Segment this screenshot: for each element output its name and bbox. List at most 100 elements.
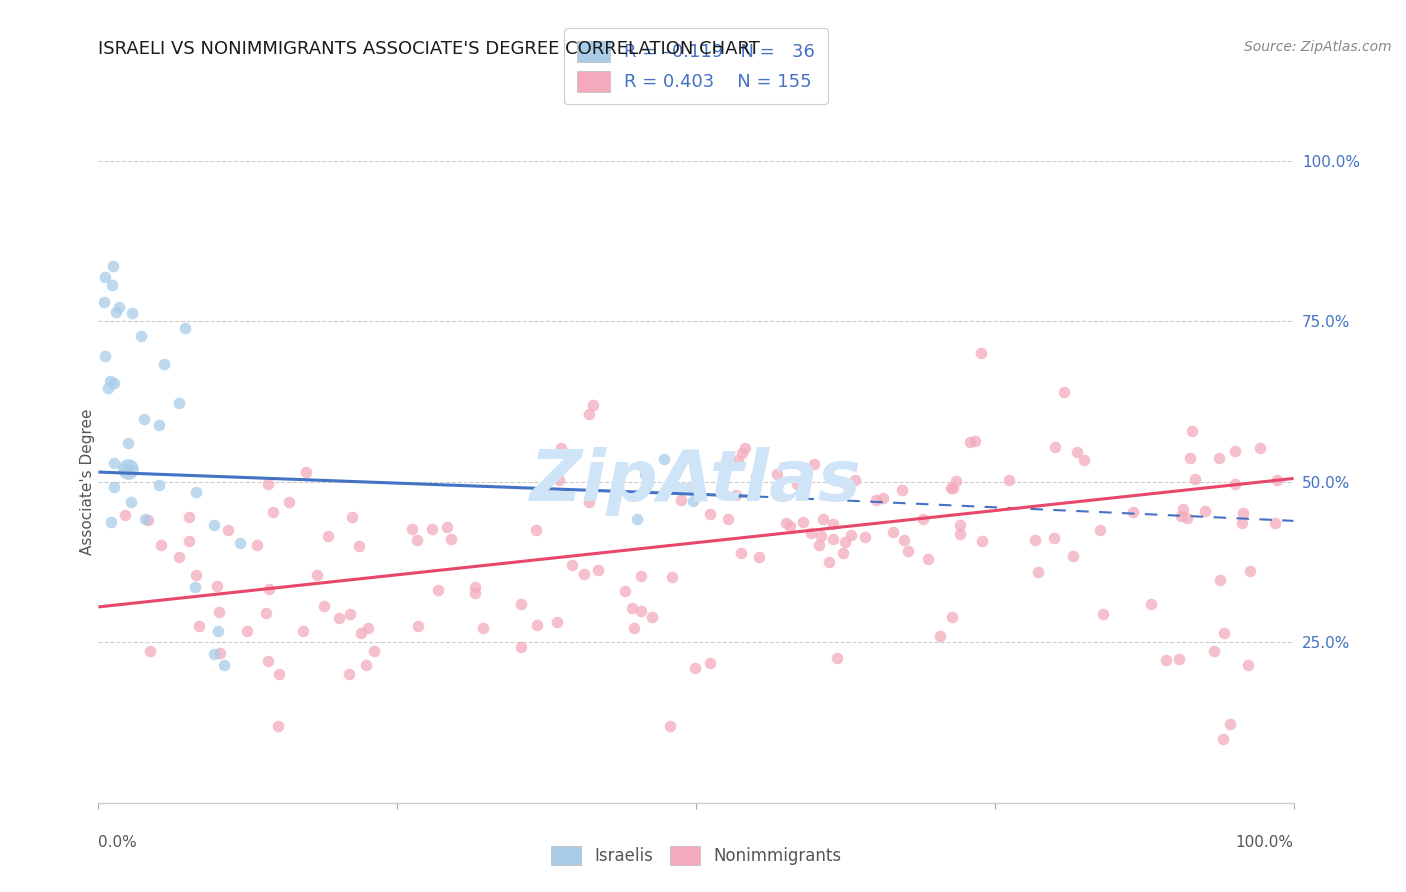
Point [1122,505,1144,519]
Point [291,624,314,638]
Point [1265,473,1288,487]
Point [821,516,844,531]
Point [1237,657,1260,672]
Point [103,376,125,391]
Point [744,469,766,483]
Point [294,465,316,479]
Point [464,580,486,594]
Point [1239,564,1261,578]
Point [813,512,835,526]
Point [167,550,190,565]
Point [683,661,706,675]
Point [208,605,231,619]
Text: 100.0%: 100.0% [1236,835,1294,850]
Point [630,569,652,583]
Point [731,446,754,460]
Point [440,532,463,546]
Point [1208,450,1230,465]
Point [464,586,486,600]
Point [613,584,636,599]
Point [775,516,797,531]
Point [103,259,125,273]
Point [941,610,963,624]
Point [917,552,939,566]
Point [546,615,568,629]
Point [800,525,823,540]
Point [1045,440,1067,454]
Point [792,516,814,530]
Point [105,305,128,319]
Point [970,346,993,360]
Point [661,570,683,584]
Point [1204,644,1226,658]
Point [572,567,595,582]
Point [634,467,657,481]
Point [730,546,752,560]
Point [1223,444,1246,458]
Point [420,522,443,536]
Point [526,617,548,632]
Point [202,647,225,661]
Point [945,474,967,488]
Point [1026,565,1049,579]
Point [357,621,380,635]
Point [963,434,986,448]
Point [132,412,155,426]
Point [727,452,749,467]
Point [406,533,429,547]
Point [97,381,120,395]
Point [406,619,429,633]
Point [1209,573,1232,587]
Point [578,495,600,509]
Point [169,396,191,410]
Point [401,523,423,537]
Point [188,619,211,633]
Point [682,493,704,508]
Point [972,533,994,548]
Point [724,488,747,502]
Point [640,609,662,624]
Point [827,650,849,665]
Point [98,374,121,388]
Point [853,530,876,544]
Point [471,621,494,635]
Point [129,329,152,343]
Point [179,510,201,524]
Point [94,269,117,284]
Point [582,398,605,412]
Point [823,532,845,546]
Point [256,655,278,669]
Point [208,646,231,660]
Point [108,300,131,314]
Point [1178,450,1201,465]
Point [699,507,721,521]
Point [173,321,195,335]
Point [184,580,207,594]
Point [928,629,950,643]
Point [256,607,278,621]
Point [1212,731,1234,746]
Point [1073,453,1095,467]
Point [436,519,458,533]
Point [808,538,831,552]
Point [844,473,866,487]
Point [337,667,360,681]
Point [669,492,692,507]
Point [893,533,915,548]
Point [1175,511,1198,525]
Point [184,568,207,582]
Point [839,528,862,542]
Point [269,667,291,681]
Point [114,508,136,522]
Point [148,478,170,492]
Point [139,644,162,658]
Point [120,494,142,508]
Point [1140,597,1163,611]
Point [1184,472,1206,486]
Point [1264,516,1286,530]
Point [834,535,856,549]
Point [939,481,962,495]
Point [550,442,572,456]
Point [872,491,894,505]
Point [786,476,808,491]
